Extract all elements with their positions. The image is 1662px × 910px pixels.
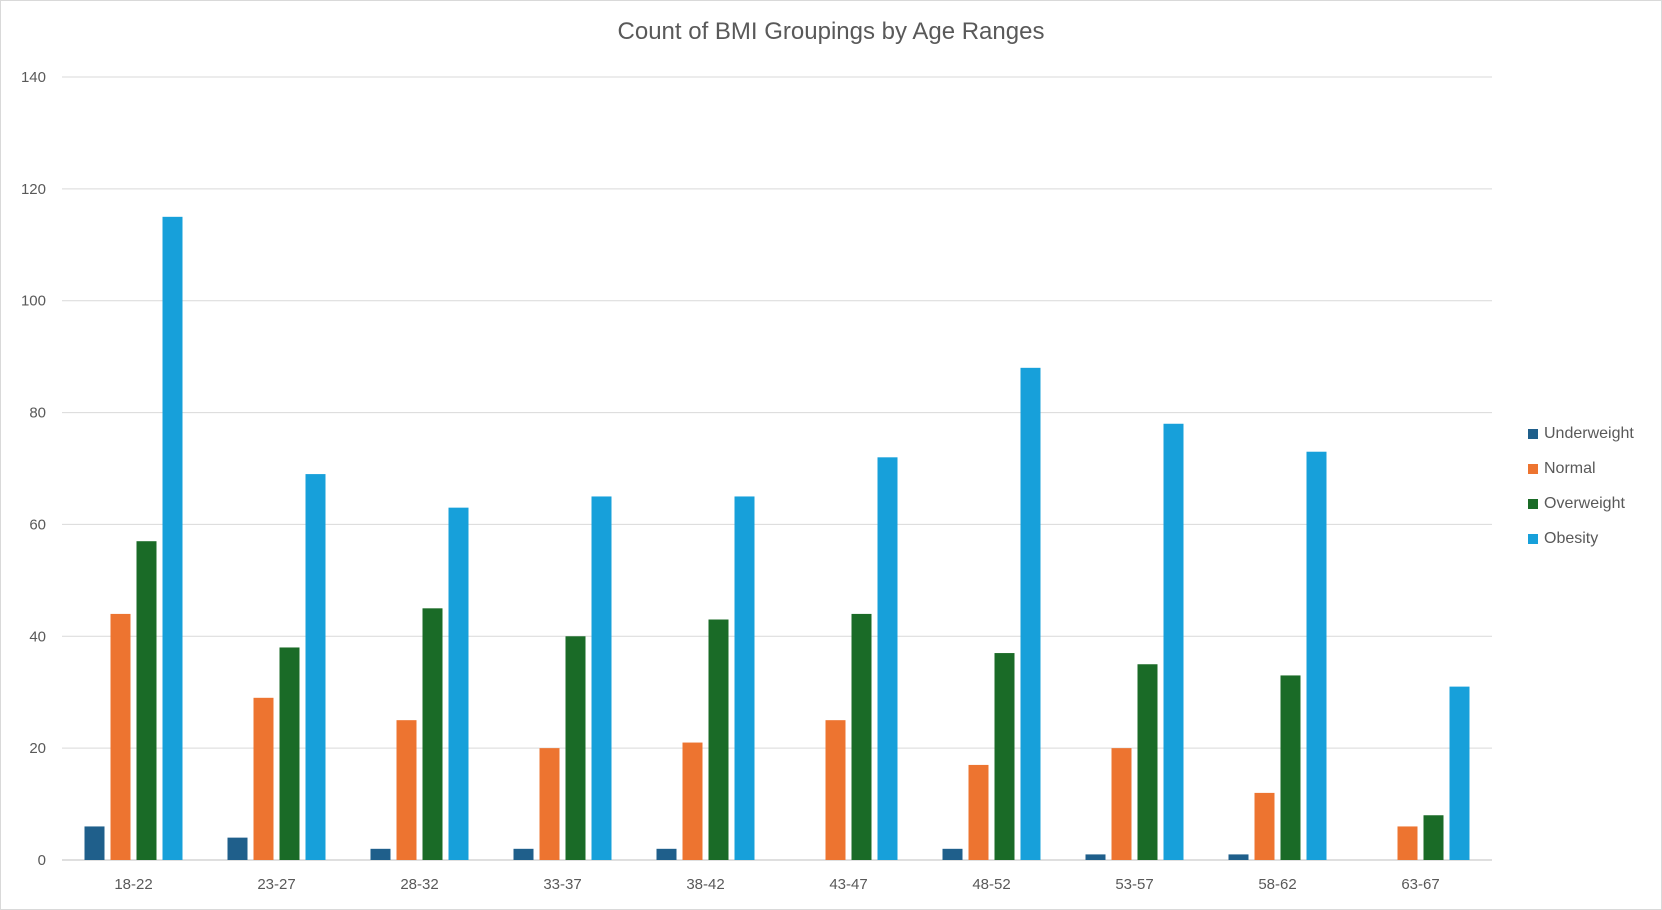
bar-overweight-53-57: [1137, 664, 1158, 860]
x-tick-label: 58-62: [1258, 876, 1296, 893]
legend: Underweight Normal Overweight Obesity: [1528, 416, 1634, 556]
bar-overweight-18-22: [136, 541, 157, 860]
x-tick-label: 53-57: [1115, 876, 1153, 893]
bar-obesity-58-62: [1306, 451, 1327, 860]
bar-obesity-18-22: [162, 216, 183, 861]
bar-normal-38-42: [682, 742, 703, 860]
bar-obesity-28-32: [448, 507, 469, 860]
bar-obesity-48-52: [1020, 367, 1041, 860]
legend-item: Obesity: [1528, 521, 1634, 556]
bar-underweight-38-42: [656, 848, 677, 860]
bar-obesity-23-27: [305, 474, 326, 860]
bar-overweight-23-27: [279, 647, 300, 860]
bar-normal-28-32: [396, 720, 417, 860]
x-tick-label: 63-67: [1401, 876, 1439, 893]
x-tick-label: 18-22: [114, 876, 152, 893]
y-tick-label: 100: [21, 293, 46, 310]
bar-underweight-23-27: [227, 837, 248, 860]
legend-swatch: [1528, 428, 1538, 439]
bar-overweight-33-37: [565, 636, 586, 860]
bar-overweight-38-42: [708, 619, 729, 860]
bar-obesity-53-57: [1163, 423, 1184, 860]
legend-label: Normal: [1544, 459, 1596, 477]
y-tick-label: 20: [29, 740, 46, 757]
legend-swatch: [1528, 463, 1538, 474]
bar-overweight-43-47: [851, 613, 872, 860]
legend-label: Overweight: [1544, 494, 1625, 512]
x-tick-label: 43-47: [829, 876, 867, 893]
y-tick-label: 40: [29, 628, 46, 645]
bar-underweight-53-57: [1085, 854, 1106, 860]
y-tick-label: 0: [38, 852, 46, 869]
bar-obesity-63-67: [1449, 686, 1470, 860]
bar-overweight-58-62: [1280, 675, 1301, 860]
bar-obesity-33-37: [591, 496, 612, 860]
legend-item: Overweight: [1528, 486, 1634, 521]
bar-normal-43-47: [825, 720, 846, 860]
bar-normal-48-52: [968, 764, 989, 860]
bar-underweight-33-37: [513, 848, 534, 860]
legend-label: Obesity: [1544, 529, 1599, 547]
x-tick-label: 48-52: [972, 876, 1010, 893]
bar-underweight-58-62: [1228, 854, 1249, 860]
bar-overweight-63-67: [1423, 815, 1444, 860]
y-tick-label: 120: [21, 181, 46, 198]
y-tick-label: 60: [29, 516, 46, 533]
x-tick-label: 38-42: [686, 876, 724, 893]
bar-normal-58-62: [1254, 792, 1275, 860]
x-tick-label: 23-27: [257, 876, 295, 893]
bar-normal-18-22: [110, 613, 131, 860]
legend-item: Underweight: [1528, 416, 1634, 451]
bar-overweight-48-52: [994, 653, 1015, 860]
bar-obesity-43-47: [877, 457, 898, 860]
legend-label: Underweight: [1544, 424, 1634, 442]
bar-overweight-28-32: [422, 608, 443, 860]
chart-title: Count of BMI Groupings by Age Ranges: [617, 18, 1045, 45]
bar-obesity-38-42: [734, 496, 755, 860]
bar-underweight-18-22: [84, 826, 105, 860]
x-tick-label: 28-32: [400, 876, 438, 893]
legend-swatch: [1528, 498, 1538, 509]
bar-normal-53-57: [1111, 748, 1132, 860]
y-tick-label: 140: [21, 69, 46, 86]
bar-underweight-28-32: [370, 848, 391, 860]
bar-normal-23-27: [253, 697, 274, 860]
bar-underweight-48-52: [942, 848, 963, 860]
x-tick-label: 33-37: [543, 876, 581, 893]
bar-normal-63-67: [1397, 826, 1418, 860]
bar-normal-33-37: [539, 748, 560, 860]
legend-item: Normal: [1528, 451, 1634, 486]
y-tick-label: 80: [29, 405, 46, 422]
legend-swatch: [1528, 533, 1538, 544]
